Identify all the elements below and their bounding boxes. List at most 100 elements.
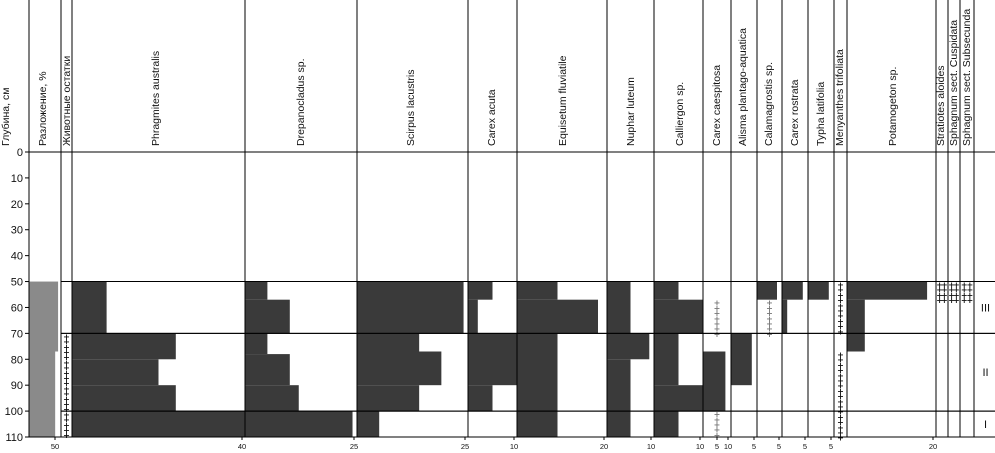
bar-carex-acuta-0: [468, 281, 493, 300]
bar-calliergon-sp-2: [654, 333, 679, 386]
bar-calliergon-sp-0: [654, 281, 679, 300]
header-depth: Глубина, см: [0, 88, 12, 146]
plus-mark: +: [837, 387, 844, 396]
plus-mark: +: [837, 356, 844, 365]
depth-tick-label: 20: [11, 199, 23, 211]
bar-scirpus-lacustris-4: [357, 411, 380, 437]
plus-mark: +: [953, 291, 960, 300]
bar-scirpus-lacustris-3: [357, 385, 420, 412]
tick-6-0: 10: [696, 442, 704, 451]
bar-scirpus-lacustris-0: [357, 281, 464, 334]
header-sphagnum-sect-subsecunda: Sphagnum sect. Subsecunda: [961, 9, 973, 146]
plus-mark: +: [948, 291, 955, 300]
bar-carex-rostrata-0: [782, 281, 803, 300]
plus-mark: +: [766, 314, 773, 323]
zone-label-I: I: [984, 419, 987, 431]
plus-mark: +: [63, 374, 70, 383]
bar-drepanocladus-sp-0: [245, 281, 268, 300]
plus-mark: +: [837, 423, 844, 432]
marks-calamagrostis-sp-0: +++++++: [766, 299, 773, 339]
plus-mark: +: [714, 319, 721, 328]
depth-tick-label: 0: [17, 147, 23, 159]
plus-mark: +: [63, 343, 70, 352]
header-sphagnum-sect-cuspidata: Sphagnum sect. Cuspidata: [948, 20, 960, 146]
plus-mark: +: [941, 286, 948, 295]
plus-mark: +: [837, 307, 844, 316]
tick-0-0: 40: [238, 442, 246, 451]
header-decomposition: Разложение, %: [37, 71, 49, 146]
plus-mark: +: [63, 416, 70, 425]
plus-mark: +: [837, 286, 844, 295]
plus-mark: +: [837, 281, 844, 290]
plus-mark: +: [714, 314, 721, 323]
plus-mark: +: [837, 413, 844, 422]
plus-mark: +: [714, 330, 721, 339]
tick-7-1: 5: [715, 442, 719, 451]
bar-carex-caespitosa-0: [703, 351, 726, 412]
plus-mark: +: [837, 296, 844, 305]
plus-mark: +: [837, 397, 844, 406]
plus-mark: +: [714, 299, 721, 308]
bar-potamogeton-sp-0: [847, 281, 928, 300]
header-potamogeton-sp: Potamogeton sp.: [887, 67, 899, 146]
plus-mark: +: [837, 392, 844, 401]
tick-2-0: 25: [461, 442, 469, 451]
plus-mark: +: [966, 286, 973, 295]
plus-mark: +: [766, 309, 773, 318]
marks-carex-caespitosa-0: +++++++: [714, 299, 721, 339]
header-animal-remains: Животные остатки: [61, 56, 73, 146]
bar-equisetum-fluviatile-2: [517, 333, 558, 437]
bar-drepanocladus-sp-5: [245, 411, 353, 437]
bar-phragmites-australis-2: [72, 359, 159, 386]
plus-mark: +: [63, 431, 70, 440]
bar-nuphar-luteum-0: [607, 281, 631, 334]
zone-label-III: III: [981, 302, 990, 314]
plus-mark: +: [63, 390, 70, 399]
depth-tick-label: 30: [11, 225, 23, 237]
bar-potamogeton-sp-2: [847, 333, 865, 352]
tick-decomposition: 50: [51, 442, 59, 451]
plus-mark: +: [941, 281, 948, 290]
tick-10-0: 5: [803, 442, 807, 451]
bar-drepanocladus-sp-1: [245, 299, 290, 334]
header-drepanocladus-sp: Drepanocladus sp.: [295, 58, 307, 146]
marks-sphagnum-sect-cuspidata-0: ++++++++: [948, 281, 960, 306]
bar-calamagrostis-sp-0: [757, 281, 777, 300]
tick-8-0: 5: [752, 442, 756, 451]
plus-mark: +: [837, 322, 844, 331]
bar-nuphar-luteum-1: [607, 333, 650, 360]
header-phragmites-australis: Phragmites australis: [150, 51, 162, 146]
header-menyanthes-trifoliata: Menyanthes trifoliata: [834, 49, 846, 146]
plus-mark: +: [766, 330, 773, 339]
header-nuphar-luteum: Nuphar luteum: [625, 77, 637, 146]
marks-menyanthes-trifoliata-1: +++++++++++++++++: [837, 351, 844, 443]
plus-mark: +: [837, 317, 844, 326]
header-typha-latifolia: Typha latifolia: [815, 82, 827, 146]
plus-mark: +: [837, 327, 844, 336]
bar-potamogeton-sp-1: [847, 299, 865, 334]
plus-mark: +: [766, 319, 773, 328]
tick-1-0: 25: [350, 442, 358, 451]
plus-mark: +: [714, 410, 721, 419]
plus-mark: +: [63, 410, 70, 419]
depth-tick-label: 40: [11, 251, 23, 263]
tick-3-0: 10: [510, 442, 518, 451]
plus-mark: +: [837, 377, 844, 386]
plus-mark: +: [837, 382, 844, 391]
bar-drepanocladus-sp-2: [245, 333, 268, 355]
tick-13-0: 20: [929, 442, 937, 451]
plus-mark: +: [714, 420, 721, 429]
marks-sphagnum-sect-subsecunda-0: ++++++++: [961, 281, 973, 306]
plus-mark: +: [948, 296, 955, 305]
bar-phragmites-australis-4: [72, 411, 245, 437]
plus-mark: +: [63, 348, 70, 357]
marks-carex-caespitosa-1: +++++: [714, 410, 721, 440]
plus-mark: +: [941, 291, 948, 300]
depth-tick-label: 80: [11, 354, 23, 366]
plus-mark: +: [961, 296, 968, 305]
plus-mark: +: [936, 296, 943, 305]
bar-carex-acuta-1: [468, 299, 478, 334]
plus-mark: +: [961, 286, 968, 295]
bar-calliergon-sp-3: [654, 385, 703, 412]
plus-mark: +: [941, 296, 948, 305]
